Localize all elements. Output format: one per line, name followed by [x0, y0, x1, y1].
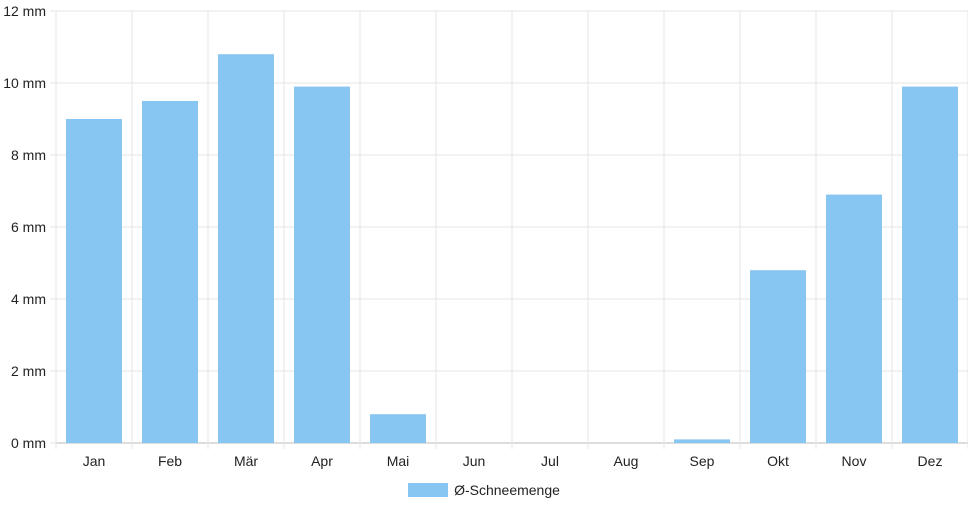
- bar-nov: [826, 194, 882, 443]
- x-tick-label: Dez: [918, 453, 943, 469]
- y-tick-label: 12 mm: [3, 3, 46, 19]
- bar-sep: [674, 439, 730, 443]
- x-tick-label: Nov: [842, 453, 867, 469]
- x-tick-label: Apr: [311, 453, 333, 469]
- legend-swatch: [408, 483, 449, 497]
- y-tick-label: 6 mm: [11, 219, 46, 235]
- bars: [66, 54, 958, 443]
- x-tick-label: Feb: [158, 453, 182, 469]
- y-tick-label: 8 mm: [11, 147, 46, 163]
- legend-label: Ø-Schneemenge: [454, 482, 560, 498]
- bar-mär: [218, 54, 274, 443]
- bar-mai: [370, 414, 426, 443]
- y-tick-label: 2 mm: [11, 363, 46, 379]
- x-tick-label: Jan: [83, 453, 106, 469]
- bar-jan: [66, 119, 122, 443]
- bar-okt: [750, 270, 806, 443]
- x-tick-label: Mai: [387, 453, 410, 469]
- bar-apr: [294, 86, 350, 443]
- axes: 0 mm 2 mm 4 mm 6 mm 8 mm 10 mm 12 mm Jan Feb Mär A…: [3, 3, 942, 469]
- x-tick-label: Okt: [767, 453, 789, 469]
- x-tick-label: Sep: [690, 453, 715, 469]
- x-tick-label: Jul: [541, 453, 559, 469]
- y-tick-label: 0 mm: [11, 435, 46, 451]
- x-tick-label: Aug: [614, 453, 639, 469]
- y-tick-label: 10 mm: [3, 75, 46, 91]
- bar-feb: [142, 101, 198, 443]
- x-tick-label: Jun: [463, 453, 486, 469]
- bar-dez: [902, 86, 958, 443]
- bar-chart: 0 mm 2 mm 4 mm 6 mm 8 mm 10 mm 12 mm Jan Feb Mär A…: [3, 3, 968, 469]
- grid-lines: [55, 10, 968, 449]
- legend[interactable]: Ø-Schneemenge: [0, 480, 968, 500]
- y-tick-label: 4 mm: [11, 291, 46, 307]
- x-tick-label: Mär: [234, 453, 258, 469]
